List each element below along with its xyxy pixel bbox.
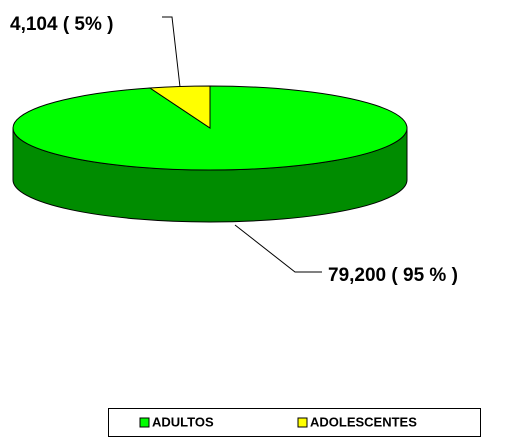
legend-label: ADULTOS bbox=[152, 414, 214, 429]
data-label: 79,200 ( 95 % ) bbox=[328, 265, 458, 286]
legend-swatch bbox=[139, 417, 150, 428]
legend-swatch bbox=[297, 417, 308, 428]
data-label: 4,104 ( 5% ) bbox=[10, 14, 114, 35]
leader-line bbox=[234, 224, 322, 273]
legend-label: ADOLESCENTES bbox=[310, 414, 417, 429]
leader-line bbox=[162, 16, 181, 88]
